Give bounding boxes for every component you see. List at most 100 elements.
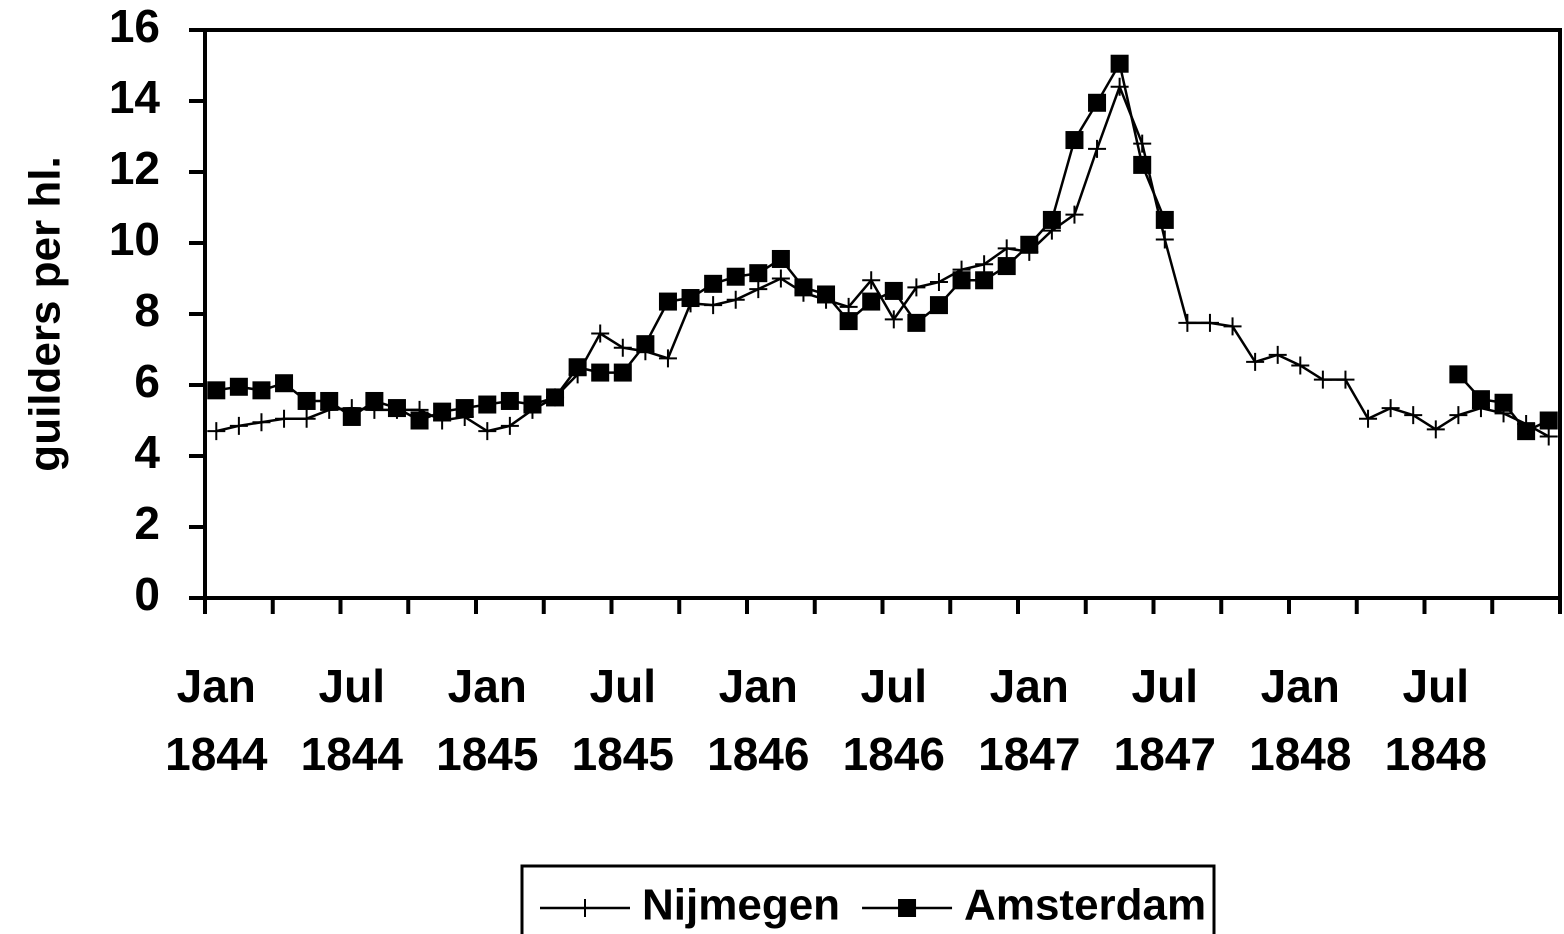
marker-square bbox=[229, 377, 248, 396]
y-tick-label: 6 bbox=[134, 355, 160, 407]
marker-plus bbox=[749, 280, 768, 299]
marker-plus bbox=[1313, 370, 1332, 389]
marker-plus bbox=[704, 296, 723, 315]
marker-plus bbox=[907, 278, 926, 297]
marker-square bbox=[1133, 155, 1152, 174]
marker-square bbox=[1517, 422, 1536, 441]
marker-plus bbox=[252, 413, 271, 432]
marker-plus bbox=[591, 324, 610, 343]
y-tick-label: 8 bbox=[134, 284, 160, 336]
marker-plus bbox=[1246, 352, 1265, 371]
marker-square bbox=[636, 335, 655, 354]
marker-square bbox=[975, 271, 994, 290]
marker-square bbox=[320, 391, 339, 410]
plot-frame bbox=[203, 28, 1562, 600]
marker-square bbox=[613, 363, 632, 382]
marker-plus bbox=[478, 422, 497, 441]
marker-plus bbox=[1268, 345, 1287, 364]
y-tick-label: 12 bbox=[109, 142, 160, 194]
marker-plus bbox=[1088, 139, 1107, 158]
x-tick-label: Jul 1846 bbox=[842, 660, 945, 780]
marker-square bbox=[1539, 411, 1558, 430]
marker-plus bbox=[207, 422, 226, 441]
marker-square bbox=[387, 399, 406, 418]
marker-plus bbox=[726, 290, 745, 309]
marker-plus bbox=[297, 409, 316, 428]
marker-plus bbox=[1336, 370, 1355, 389]
marker-plus bbox=[1381, 399, 1400, 418]
marker-square bbox=[952, 271, 971, 290]
marker-square bbox=[365, 391, 384, 410]
marker-square bbox=[275, 374, 294, 393]
marker-plus bbox=[1359, 409, 1378, 428]
x-tick-label: Jan 1848 bbox=[1249, 660, 1352, 780]
marker-plus bbox=[500, 416, 519, 435]
marker-square bbox=[704, 274, 723, 293]
series-line bbox=[216, 83, 1550, 438]
marker-square bbox=[1471, 390, 1490, 409]
marker-square bbox=[884, 281, 903, 300]
y-tick-label: 2 bbox=[134, 497, 160, 549]
marker-square bbox=[591, 363, 610, 382]
marker-square bbox=[1110, 54, 1129, 73]
marker-plus bbox=[929, 273, 948, 292]
marker-plus bbox=[275, 409, 294, 428]
x-tick-label: Jul 1845 bbox=[571, 660, 674, 780]
marker-plus bbox=[1223, 317, 1242, 336]
marker-square bbox=[207, 381, 226, 400]
series-line bbox=[216, 60, 1550, 433]
marker-square bbox=[658, 292, 677, 311]
marker-square bbox=[839, 312, 858, 331]
marker-plus bbox=[1404, 406, 1423, 425]
marker-square bbox=[410, 411, 429, 430]
marker-square bbox=[523, 395, 542, 414]
marker-plus bbox=[975, 255, 994, 274]
marker-square bbox=[433, 402, 452, 421]
marker-square bbox=[252, 381, 271, 400]
x-tick-label: Jan 1844 bbox=[165, 660, 268, 780]
marker-square bbox=[1042, 210, 1061, 229]
marker-square bbox=[1065, 131, 1084, 150]
y-tick-label: 4 bbox=[134, 426, 160, 478]
marker-square bbox=[794, 278, 813, 297]
x-tick-label: Jul 1848 bbox=[1384, 660, 1487, 780]
legend-marker bbox=[898, 899, 917, 917]
legend-label: Nijmegen bbox=[642, 881, 840, 930]
marker-square bbox=[929, 296, 948, 315]
marker-square bbox=[862, 292, 881, 311]
marker-square bbox=[997, 257, 1016, 276]
marker-plus bbox=[1065, 205, 1084, 224]
marker-square bbox=[297, 391, 316, 410]
marker-plus bbox=[1155, 230, 1174, 249]
marker-square bbox=[1494, 393, 1513, 412]
marker-square bbox=[455, 399, 474, 418]
marker-square bbox=[907, 313, 926, 332]
marker-plus bbox=[1291, 356, 1310, 375]
marker-plus bbox=[1200, 313, 1219, 332]
marker-square bbox=[771, 249, 790, 268]
y-tick-label: 0 bbox=[134, 568, 160, 620]
marker-square bbox=[1088, 93, 1107, 112]
marker-plus bbox=[658, 349, 677, 368]
marker-square bbox=[681, 289, 700, 308]
y-tick-label: 10 bbox=[109, 213, 160, 265]
marker-plus bbox=[771, 269, 790, 288]
marker-plus bbox=[997, 239, 1016, 258]
marker-plus bbox=[1449, 406, 1468, 425]
x-tick-label: Jan 1847 bbox=[978, 660, 1081, 780]
y-axis-label: guilders per hl. bbox=[21, 156, 70, 471]
legend-label: Amsterdam bbox=[964, 881, 1206, 930]
x-tick-label: Jul 1847 bbox=[1113, 660, 1216, 780]
marker-plus bbox=[229, 416, 248, 435]
marker-square bbox=[1155, 210, 1174, 229]
marker-plus bbox=[1539, 427, 1558, 446]
marker-square bbox=[749, 264, 768, 283]
marker-plus bbox=[613, 338, 632, 357]
legend-marker bbox=[576, 899, 594, 917]
x-tick-label: Jan 1845 bbox=[436, 660, 539, 780]
marker-square bbox=[568, 358, 587, 377]
marker-square bbox=[817, 285, 836, 304]
marker-square bbox=[342, 407, 361, 426]
